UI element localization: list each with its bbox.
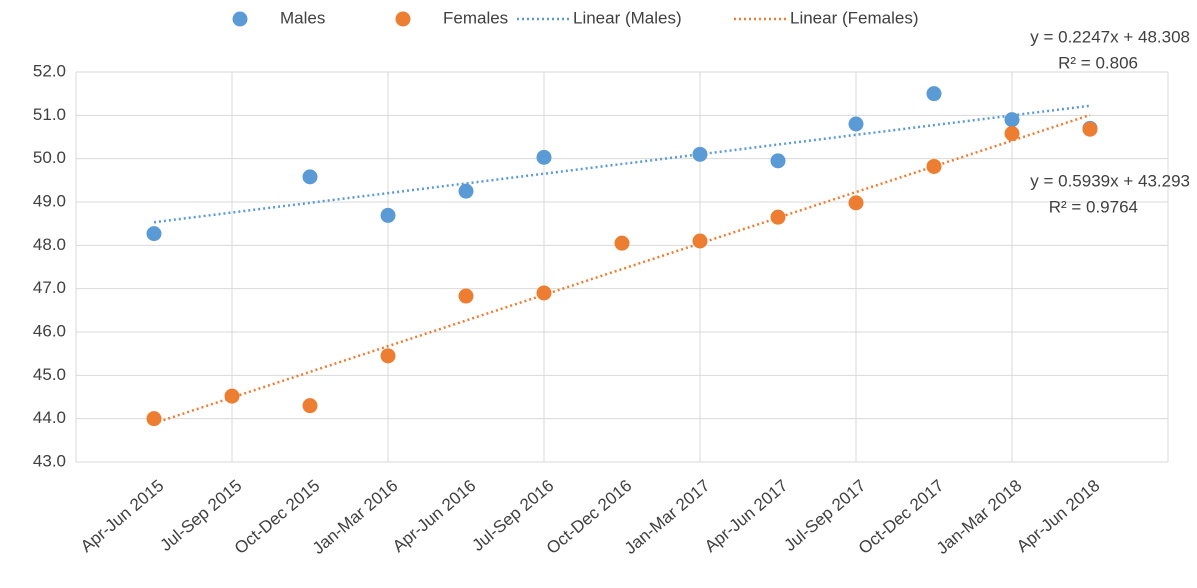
x-tick-label: Apr-Jun 2016 — [389, 476, 479, 556]
point — [536, 285, 552, 301]
y-tick-label: 46.0 — [33, 321, 66, 340]
x-tick-label: Apr-Jun 2015 — [77, 476, 167, 556]
point — [770, 209, 786, 225]
trendline — [153, 113, 1091, 425]
point — [770, 153, 786, 169]
point — [848, 116, 864, 132]
point — [1004, 126, 1020, 142]
point — [380, 207, 396, 223]
trend-equation: y = 0.5939x + 43.293 — [1030, 171, 1190, 190]
y-tick-label: 52.0 — [33, 61, 66, 80]
legend-label: Females — [443, 8, 508, 27]
point — [146, 411, 162, 427]
x-tick-label: Apr-Jun 2018 — [1013, 476, 1103, 556]
y-tick-label: 43.0 — [33, 451, 66, 470]
legend-label: Males — [280, 8, 325, 27]
x-tick-label: Jan-Mar 2018 — [933, 476, 1026, 558]
legend-label: Linear (Males) — [573, 8, 682, 27]
y-tick-label: 50.0 — [33, 148, 66, 167]
legend-label: Linear (Females) — [790, 8, 919, 27]
point — [458, 288, 474, 304]
legend-marker — [395, 11, 411, 27]
point — [692, 146, 708, 162]
trend-equation: y = 0.2247x + 48.308 — [1030, 27, 1190, 46]
trendline — [153, 104, 1091, 224]
point — [926, 158, 942, 174]
point — [1004, 112, 1020, 128]
point — [146, 226, 162, 242]
x-tick-label: Apr-Jun 2017 — [701, 476, 791, 556]
point — [380, 348, 396, 364]
trend-r2: R² = 0.806 — [1058, 53, 1138, 72]
legend-marker — [232, 11, 248, 27]
point — [926, 86, 942, 102]
point — [614, 235, 630, 251]
point — [848, 195, 864, 211]
point — [536, 149, 552, 165]
trend-r2: R² = 0.9764 — [1049, 197, 1138, 216]
y-tick-label: 44.0 — [33, 408, 66, 427]
point — [302, 398, 318, 414]
point — [302, 169, 318, 185]
y-tick-label: 48.0 — [33, 235, 66, 254]
x-tick-label: Jan-Mar 2017 — [621, 476, 714, 558]
y-tick-label: 51.0 — [33, 105, 66, 124]
point — [692, 233, 708, 249]
point — [1082, 121, 1098, 137]
x-tick-label: Jan-Mar 2016 — [309, 476, 402, 558]
point — [224, 388, 240, 404]
y-tick-label: 45.0 — [33, 365, 66, 384]
point — [458, 183, 474, 199]
y-tick-label: 49.0 — [33, 191, 66, 210]
y-tick-label: 47.0 — [33, 278, 66, 297]
